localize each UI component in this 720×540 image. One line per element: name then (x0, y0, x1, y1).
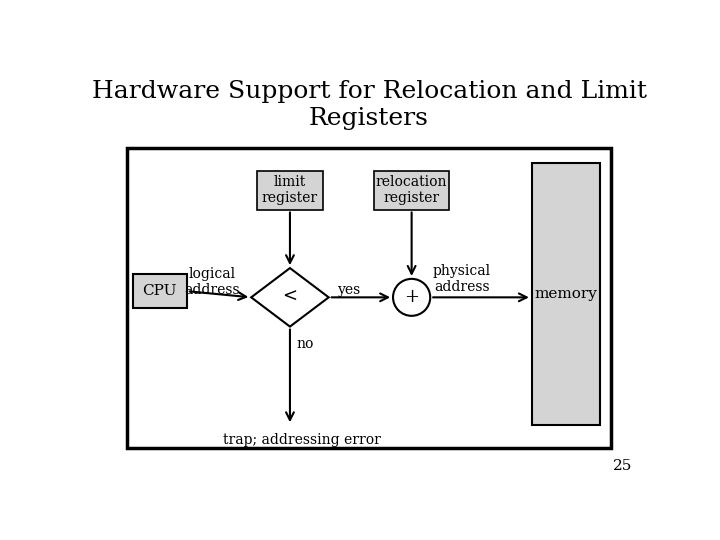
Bar (127, 148, 611, 448)
Bar (132, 274, 187, 308)
Polygon shape (251, 268, 329, 327)
Text: memory: memory (534, 287, 598, 301)
Text: logical
address: logical address (184, 267, 240, 297)
Text: CPU: CPU (143, 284, 177, 298)
Text: limit
register: limit register (262, 175, 318, 205)
Bar (374, 171, 449, 210)
Text: 25: 25 (613, 459, 632, 473)
Text: trap; addressing error: trap; addressing error (222, 433, 380, 447)
Text: no: no (296, 336, 313, 350)
Text: yes: yes (338, 284, 361, 298)
Text: relocation
register: relocation register (376, 175, 447, 205)
Bar (256, 171, 323, 210)
Circle shape (393, 279, 431, 316)
Text: physical
address: physical address (433, 264, 491, 294)
Bar (532, 164, 600, 425)
Text: +: + (404, 288, 419, 306)
Text: Hardware Support for Relocation and Limit
Registers: Hardware Support for Relocation and Limi… (91, 80, 647, 130)
Text: <: < (282, 288, 297, 306)
